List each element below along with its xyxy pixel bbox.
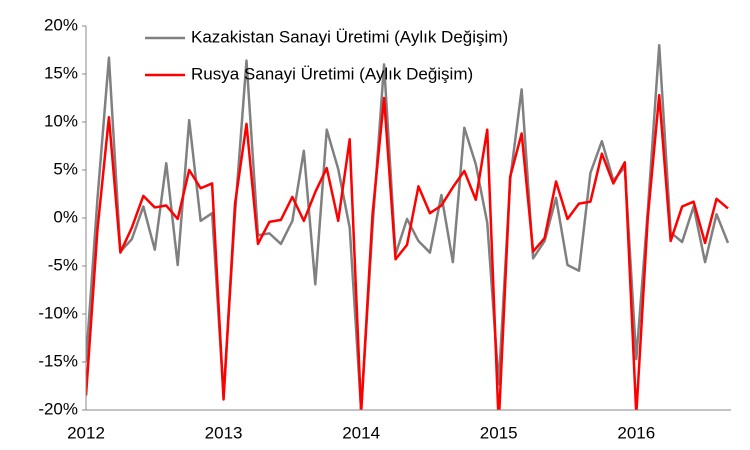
y-tick-label: 5% [53, 159, 78, 178]
y-tick-label: -20% [38, 399, 78, 418]
x-tick-label: 2013 [205, 423, 243, 442]
legend-label: Kazakistan Sanayi Üretimi (Aylık Değişim… [191, 27, 508, 46]
plot-area [86, 43, 730, 410]
y-tick-label: -5% [48, 255, 78, 274]
series-line [86, 93, 729, 410]
series-line [86, 43, 730, 410]
y-tick-label: -10% [38, 303, 78, 322]
x-tick-label: 2015 [480, 423, 518, 442]
y-tick-label: 15% [44, 63, 78, 82]
y-tick-label: 20% [44, 15, 78, 34]
y-tick-label: 10% [44, 111, 78, 130]
legend-label: Rusya Sanayi Üretimi (Aylık Değişim) [191, 64, 473, 83]
x-tick-label: 2012 [67, 423, 105, 442]
y-tick-label: 0% [53, 207, 78, 226]
x-tick-label: 2016 [617, 423, 655, 442]
x-tick-label: 2014 [342, 423, 380, 442]
y-tick-label: -15% [38, 351, 78, 370]
